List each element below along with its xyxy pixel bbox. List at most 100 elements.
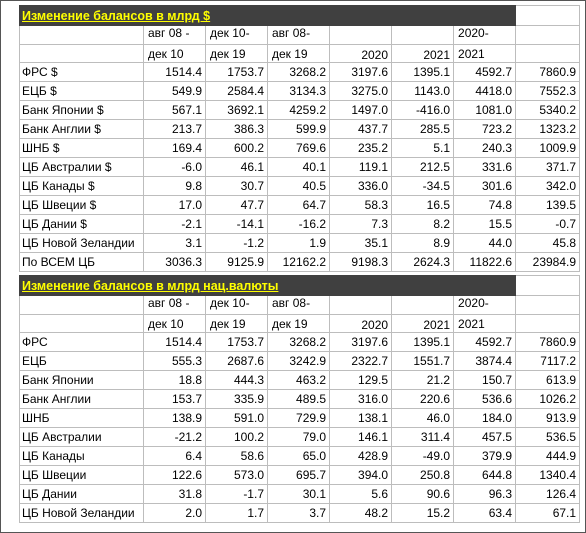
empty-header-cell[interactable] [19,25,144,45]
header-cell[interactable]: авг 08 - [143,25,206,45]
value-cell[interactable]: 428.9 [329,446,393,466]
value-cell[interactable]: 729.9 [266,408,331,428]
value-cell[interactable]: -16.2 [266,214,331,234]
value-cell[interactable]: 3134.3 [266,81,331,101]
row-name-cell[interactable]: ЦБ Австралии [19,427,144,447]
value-cell[interactable]: 67.1 [515,503,581,523]
header-cell[interactable] [391,25,455,45]
header-cell[interactable] [329,295,393,315]
value-cell[interactable]: 6.4 [143,446,206,466]
value-cell[interactable]: 4418.0 [453,81,517,101]
row-name-cell[interactable]: ЦБ Новой Зеландии [19,503,144,523]
value-cell[interactable]: 4592.7 [453,62,517,82]
value-cell[interactable]: 1514.4 [143,332,206,352]
row-name-cell[interactable]: ЦБ Швеции $ [19,195,144,215]
value-cell[interactable]: 5.1 [391,138,455,158]
value-cell[interactable]: 8.9 [391,233,455,253]
value-cell[interactable]: 100.2 [205,427,268,447]
value-cell[interactable]: 3692.1 [205,100,268,120]
row-name-cell[interactable]: ЦБ Дании $ [19,214,144,234]
value-cell[interactable]: 1026.2 [515,389,581,409]
empty-cell[interactable] [515,275,581,296]
header-cell[interactable]: 2021 [453,44,517,63]
row-name-cell[interactable]: ФРС $ [19,62,144,82]
value-cell[interactable]: 1753.7 [205,332,268,352]
row-name-cell[interactable]: ЦБ Австралии $ [19,157,144,177]
value-cell[interactable]: 5.6 [329,484,393,504]
value-cell[interactable]: 12162.2 [266,252,331,272]
value-cell[interactable]: 444.3 [205,370,268,390]
row-name-cell[interactable]: ЦБ Новой Зеландии [19,233,144,253]
value-cell[interactable]: 23984.9 [515,252,581,272]
value-cell[interactable]: 129.5 [329,370,393,390]
value-cell[interactable]: 913.9 [515,408,581,428]
header-cell[interactable]: 2021 [391,314,455,333]
value-cell[interactable]: 40.5 [266,176,331,196]
value-cell[interactable]: 153.7 [143,389,206,409]
value-cell[interactable]: 336.0 [329,176,393,196]
row-name-cell[interactable]: ЦБ Дании [19,484,144,504]
value-cell[interactable]: 9.8 [143,176,206,196]
row-name-cell[interactable]: ЦБ Швеции [19,465,144,485]
value-cell[interactable]: 7860.9 [515,332,581,352]
value-cell[interactable]: 46.1 [205,157,268,177]
value-cell[interactable]: 3036.3 [143,252,206,272]
value-cell[interactable]: 2584.4 [205,81,268,101]
value-cell[interactable]: -1.2 [205,233,268,253]
value-cell[interactable]: 437.7 [329,119,393,139]
value-cell[interactable]: 3197.6 [329,332,393,352]
value-cell[interactable]: 2687.6 [205,351,268,371]
title-fill-cell[interactable] [329,275,517,296]
value-cell[interactable]: 30.7 [205,176,268,196]
value-cell[interactable]: 444.9 [515,446,581,466]
value-cell[interactable]: 3197.6 [329,62,393,82]
row-name-cell[interactable]: ШНБ [19,408,144,428]
section-title[interactable]: Изменение балансов в млрд $ [18,5,331,26]
value-cell[interactable]: 18.8 [143,370,206,390]
value-cell[interactable]: 9125.9 [205,252,268,272]
header-cell[interactable] [515,44,581,63]
value-cell[interactable]: 48.2 [329,503,393,523]
value-cell[interactable]: 1081.0 [453,100,517,120]
value-cell[interactable]: 240.3 [453,138,517,158]
header-cell[interactable]: авг 08 - [143,295,206,315]
value-cell[interactable]: 489.5 [266,389,331,409]
empty-header-cell[interactable] [19,295,144,315]
header-cell[interactable]: 2020 [329,44,393,63]
value-cell[interactable]: 599.9 [266,119,331,139]
value-cell[interactable]: -416.0 [391,100,455,120]
value-cell[interactable]: 536.6 [453,389,517,409]
value-cell[interactable]: 122.6 [143,465,206,485]
value-cell[interactable]: 5340.2 [515,100,581,120]
value-cell[interactable]: 2322.7 [329,351,393,371]
row-name-cell[interactable]: ЕЦБ [19,351,144,371]
value-cell[interactable]: 1395.1 [391,62,455,82]
row-name-cell[interactable]: Банк Англии $ [19,119,144,139]
value-cell[interactable]: 573.0 [205,465,268,485]
value-cell[interactable]: 1143.0 [391,81,455,101]
value-cell[interactable]: 220.6 [391,389,455,409]
value-cell[interactable]: 213.7 [143,119,206,139]
value-cell[interactable]: 316.0 [329,389,393,409]
value-cell[interactable]: 46.0 [391,408,455,428]
value-cell[interactable]: 723.2 [453,119,517,139]
value-cell[interactable]: -6.0 [143,157,206,177]
header-cell[interactable]: дек 10 [143,314,206,333]
value-cell[interactable]: -0.7 [515,214,581,234]
value-cell[interactable]: 3.1 [143,233,206,253]
value-cell[interactable]: 331.6 [453,157,517,177]
value-cell[interactable]: 549.9 [143,81,206,101]
value-cell[interactable]: 3268.2 [266,62,331,82]
value-cell[interactable]: 139.5 [515,195,581,215]
header-cell[interactable]: дек 10 [143,44,206,63]
row-name-cell[interactable]: По ВСЕМ ЦБ [19,252,144,272]
value-cell[interactable]: 4259.2 [266,100,331,120]
value-cell[interactable]: 150.7 [453,370,517,390]
value-cell[interactable]: 394.0 [329,465,393,485]
value-cell[interactable]: 21.2 [391,370,455,390]
value-cell[interactable]: 63.4 [453,503,517,523]
value-cell[interactable]: 45.8 [515,233,581,253]
header-cell[interactable]: 2020 [329,314,393,333]
row-name-cell[interactable]: Банк Англии [19,389,144,409]
value-cell[interactable]: 769.6 [266,138,331,158]
